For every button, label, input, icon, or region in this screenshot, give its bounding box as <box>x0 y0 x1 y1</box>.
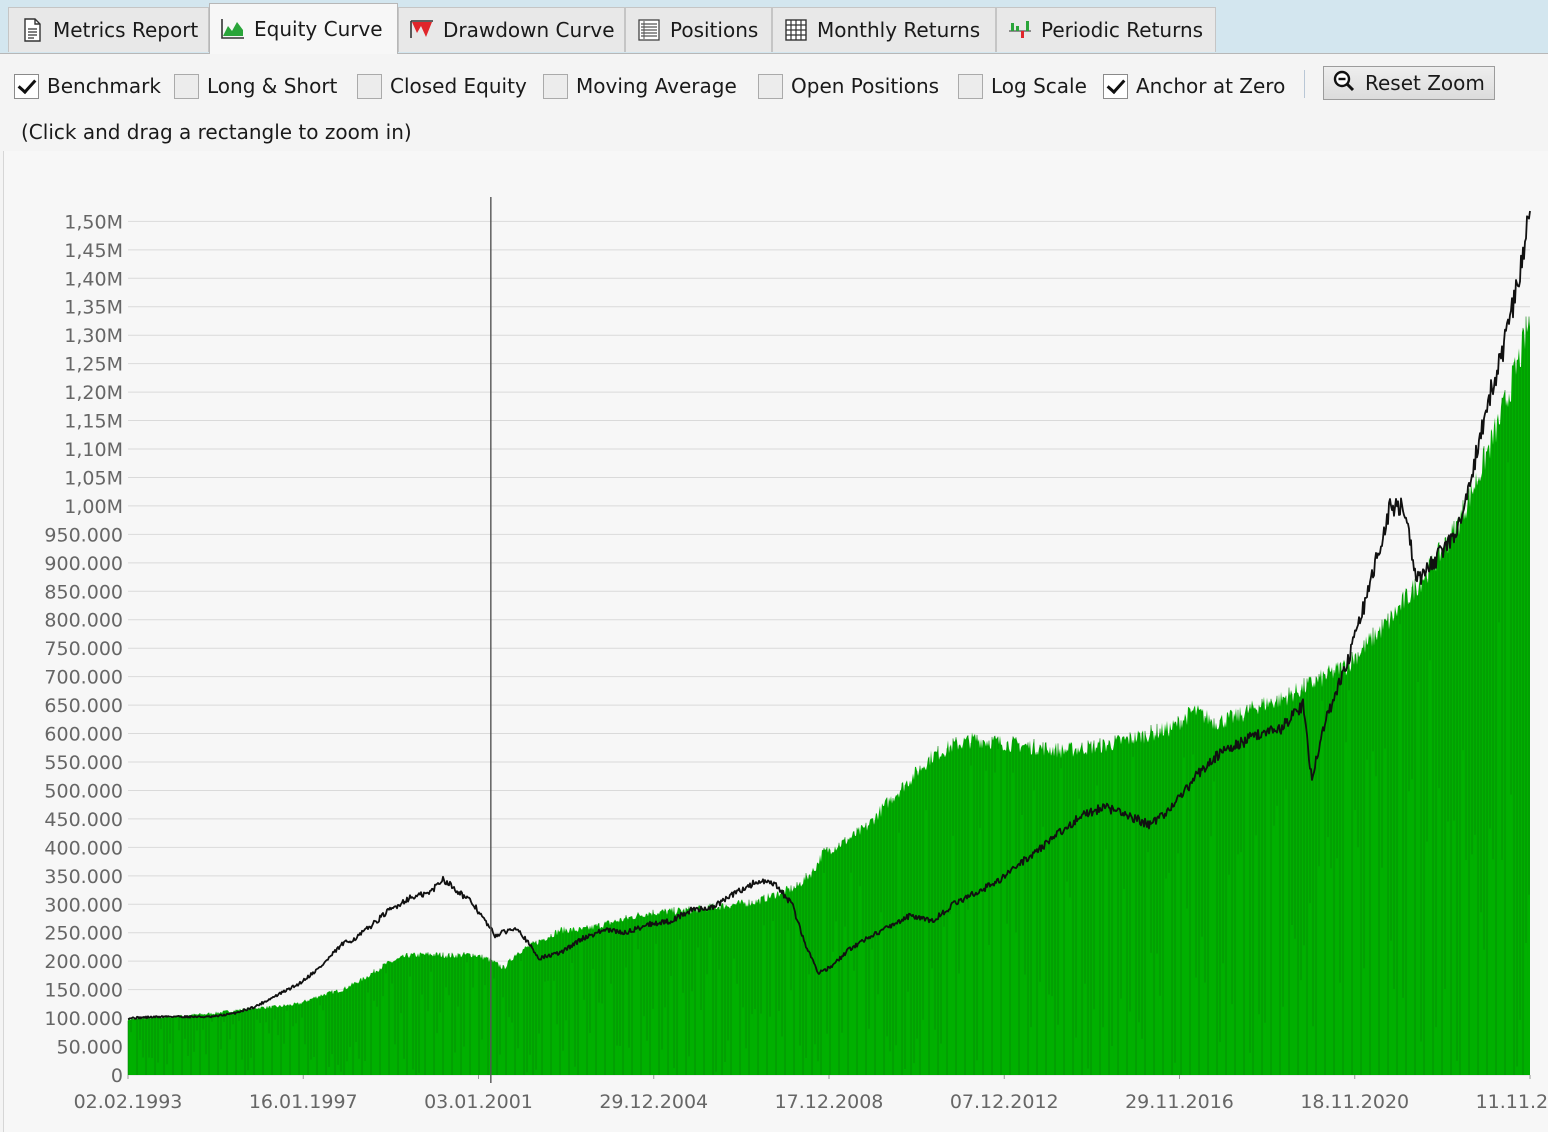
tab-strip: Metrics Report Equity Curve Drawdown Cur… <box>0 0 1548 54</box>
long-short-checkbox[interactable]: Long & Short <box>174 71 337 101</box>
benchmark-checkbox[interactable]: Benchmark <box>14 71 161 101</box>
tab-label: Periodic Returns <box>1041 18 1204 42</box>
y-tick-label: 900.000 <box>44 553 123 575</box>
x-tick-label: 16.01.1997 <box>249 1091 358 1113</box>
list-icon <box>636 17 662 43</box>
y-axis-labels: 0 50.000 100.000 150.000 200.000 250.000 300.0… <box>44 211 123 1087</box>
closed-equity-checkbox[interactable]: Closed Equity <box>357 71 527 101</box>
tab-label: Monthly Returns <box>817 18 981 42</box>
grid-icon <box>783 17 809 43</box>
checkbox-box[interactable] <box>758 73 783 99</box>
checkbox-box[interactable] <box>958 73 983 99</box>
chart-options-toolbar: Benchmark Long & Short Closed Equity Mov… <box>0 54 1548 151</box>
y-tick-label: 1,30M <box>64 325 123 347</box>
tab-label: Metrics Report <box>53 18 199 42</box>
y-tick-label: 600.000 <box>44 724 123 746</box>
y-tick-label: 1,00M <box>64 496 123 518</box>
reset-zoom-button[interactable]: Reset Zoom <box>1323 66 1495 100</box>
x-tick-label: 29.12.2004 <box>599 1091 708 1113</box>
equity-curve-chart[interactable]: 0 50.000 100.000 150.000 200.000 250.000 300.0… <box>3 151 1548 1132</box>
y-tick-label: 150.000 <box>44 980 123 1002</box>
y-tick-label: 0 <box>111 1065 123 1087</box>
magnifier-minus-icon <box>1332 69 1356 98</box>
checkbox-box[interactable] <box>1103 73 1128 99</box>
y-tick-label: 450.000 <box>44 809 123 831</box>
tab-drawdown-curve[interactable]: Drawdown Curve <box>398 7 625 52</box>
checkbox-box[interactable] <box>543 73 568 99</box>
checkbox-box[interactable] <box>174 73 199 99</box>
anchor-at-zero-checkbox[interactable]: Anchor at Zero <box>1103 71 1285 101</box>
y-tick-label: 500.000 <box>44 780 123 802</box>
checkbox-label: Moving Average <box>576 74 737 98</box>
y-tick-label: 850.000 <box>44 581 123 603</box>
x-tick-label: 11.11.2024 <box>1476 1091 1548 1113</box>
open-positions-checkbox[interactable]: Open Positions <box>758 71 939 101</box>
y-tick-label: 200.000 <box>44 951 123 973</box>
y-tick-label: 1,25M <box>64 354 123 376</box>
y-tick-label: 1,35M <box>64 297 123 319</box>
tab-metrics-report[interactable]: Metrics Report <box>8 7 209 52</box>
y-tick-label: 400.000 <box>44 837 123 859</box>
benchmark-line-path <box>127 210 1531 1020</box>
y-tick-label: 50.000 <box>57 1037 123 1059</box>
checkbox-box[interactable] <box>14 73 39 99</box>
log-scale-checkbox[interactable]: Log Scale <box>958 71 1087 101</box>
checkbox-label: Closed Equity <box>390 74 527 98</box>
area-chart-icon <box>220 16 246 42</box>
tab-periodic-returns[interactable]: Periodic Returns <box>996 7 1216 52</box>
drawdown-chart-icon <box>409 17 435 43</box>
x-tick-label: 18.11.2020 <box>1300 1091 1409 1113</box>
equity-curve-plot[interactable]: 0 50.000 100.000 150.000 200.000 250.000 300.0… <box>4 151 1548 1132</box>
tab-label: Positions <box>670 18 759 42</box>
y-tick-label: 1,40M <box>64 268 123 290</box>
y-tick-label: 100.000 <box>44 1008 123 1030</box>
checkbox-label: Open Positions <box>791 74 940 98</box>
checkbox-label: Benchmark <box>47 74 161 98</box>
y-tick-label: 350.000 <box>44 866 123 888</box>
y-tick-label: 550.000 <box>44 752 123 774</box>
y-tick-label: 800.000 <box>44 610 123 632</box>
tab-equity-curve[interactable]: Equity Curve <box>209 3 398 54</box>
checkbox-label: Anchor at Zero <box>1136 74 1286 98</box>
x-tick-label: 07.12.2012 <box>950 1091 1059 1113</box>
document-icon <box>19 17 45 43</box>
y-tick-label: 250.000 <box>44 923 123 945</box>
x-tick-label: 29.11.2016 <box>1125 1091 1234 1113</box>
y-tick-label: 1,20M <box>64 382 123 404</box>
x-axis-ticks <box>127 1075 1531 1079</box>
checkbox-label: Long & Short <box>207 74 338 98</box>
benchmark-line <box>127 210 1531 1020</box>
y-tick-label: 700.000 <box>44 667 123 689</box>
y-tick-label: 1,15M <box>64 411 123 433</box>
reset-zoom-label: Reset Zoom <box>1365 71 1485 95</box>
tab-monthly-returns[interactable]: Monthly Returns <box>772 7 996 52</box>
zoom-hint: (Click and drag a rectangle to zoom in) <box>21 120 412 144</box>
y-tick-label: 950.000 <box>44 524 123 546</box>
y-tick-label: 1,05M <box>64 467 123 489</box>
y-tick-label: 650.000 <box>44 695 123 717</box>
moving-average-checkbox[interactable]: Moving Average <box>543 71 737 101</box>
y-tick-label: 300.000 <box>44 894 123 916</box>
x-axis-labels: 02.02.1993 16.01.1997 03.01.2001 29.12.2004… <box>74 1091 1548 1113</box>
y-tick-label: 1,45M <box>64 240 123 262</box>
equity-bar-texture <box>127 316 1530 1075</box>
y-tick-label: 750.000 <box>44 638 123 660</box>
checkbox-box[interactable] <box>357 73 382 99</box>
checkbox-label: Log Scale <box>991 74 1087 98</box>
tab-label: Drawdown Curve <box>443 18 615 42</box>
y-tick-label: 1,50M <box>64 211 123 233</box>
x-tick-label: 02.02.1993 <box>74 1091 183 1113</box>
x-tick-label: 17.12.2008 <box>775 1091 884 1113</box>
tab-label: Equity Curve <box>254 17 383 41</box>
x-tick-label: 03.01.2001 <box>424 1091 533 1113</box>
equity-area-fill <box>128 316 1530 1075</box>
tab-positions[interactable]: Positions <box>625 7 772 52</box>
toolbar-separator <box>1304 70 1305 98</box>
bar-chart-icon <box>1007 17 1033 43</box>
equity-area <box>127 316 1530 1075</box>
y-tick-label: 1,10M <box>64 439 123 461</box>
